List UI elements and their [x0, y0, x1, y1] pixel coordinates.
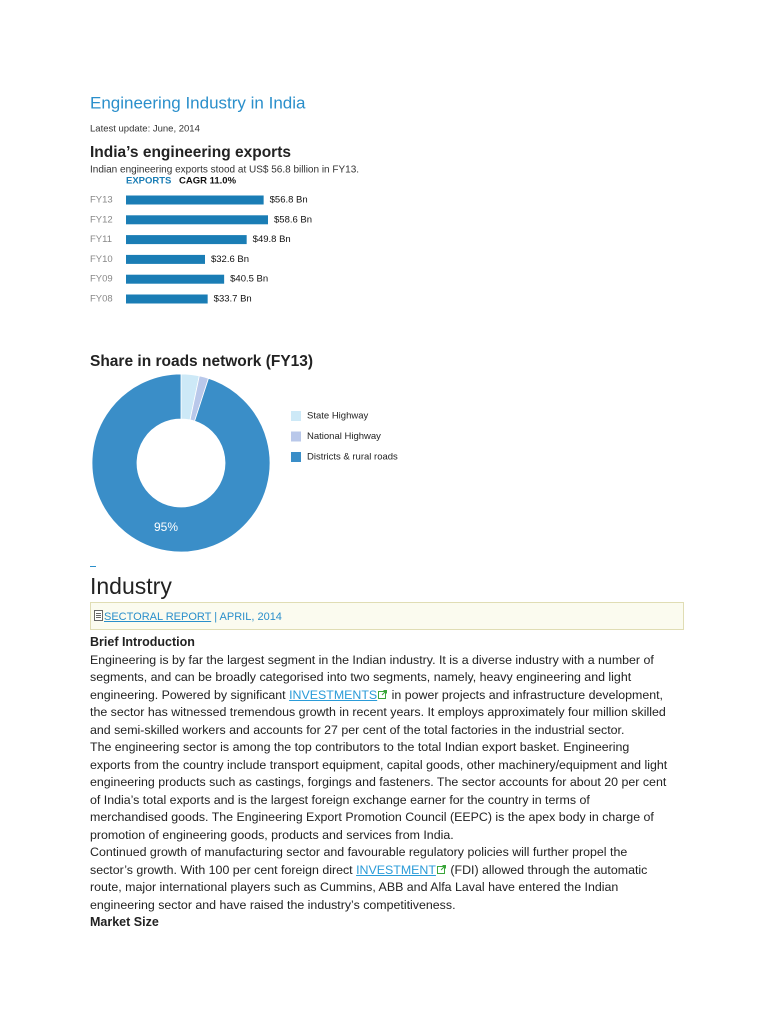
- external-icon: [436, 864, 446, 874]
- donut-slice: [91, 373, 271, 553]
- category-label: FY12: [90, 214, 113, 225]
- text-run: Continued growth of manufacturing sector…: [90, 845, 628, 877]
- annotation: CAGR 11.0%: [179, 176, 237, 187]
- value-label: $58.6 Bn: [274, 214, 312, 225]
- bar: [126, 195, 264, 205]
- section-heading: Industry: [90, 573, 172, 599]
- external-icon: [378, 689, 388, 699]
- legend-label: National Highway: [307, 431, 381, 442]
- value-label: $49.8 Bn: [253, 234, 291, 245]
- text-run: Engineering is by far the largest segmen…: [90, 652, 654, 702]
- value-label: $56.8 Bn: [270, 195, 308, 206]
- paragraph: Continued growth of manufacturing sector…: [90, 844, 668, 914]
- value-label: $32.6 Bn: [211, 254, 249, 265]
- bar: [126, 254, 205, 264]
- inline-link[interactable]: INVESTMENTS: [289, 687, 378, 702]
- subheading: Brief Introduction: [90, 635, 195, 649]
- category-label: FY11: [90, 234, 112, 245]
- paragraph: The engineering sector is among the top …: [90, 739, 668, 844]
- paragraph: Engineering is by far the largest segmen…: [90, 652, 668, 740]
- legend-label: EXPORTS: [126, 176, 171, 187]
- page-title: Engineering Industry in India: [90, 93, 306, 112]
- bar: [126, 294, 208, 304]
- chart-title: India’s engineering exports: [90, 144, 291, 161]
- chart-subtitle: Indian engineering exports stood at US$ …: [90, 165, 359, 176]
- paragraphs: Engineering is by far the largest segmen…: [90, 652, 690, 915]
- chart-title: Share in roads network (FY13): [90, 353, 313, 370]
- value-label: 95%: [154, 520, 178, 534]
- inline-link[interactable]: INVESTMENT: [356, 862, 436, 877]
- subheading: Market Size: [90, 915, 159, 929]
- report-date: | APRIL, 2014: [211, 611, 282, 623]
- legend-swatch: [291, 452, 301, 462]
- report-box: SECTORAL REPORT | APRIL, 2014: [90, 602, 684, 630]
- text-run: in power projects and infrastructure dev…: [90, 687, 666, 737]
- legend-label: State Highway: [307, 411, 369, 422]
- anchor-mark: [90, 566, 96, 567]
- category-label: FY08: [90, 294, 113, 305]
- text-run: (FDI) allowed through the automatic rout…: [90, 862, 648, 912]
- bar: [126, 235, 247, 245]
- category-label: FY10: [90, 254, 113, 265]
- category-label: FY13: [90, 195, 113, 206]
- doc-icon: [94, 610, 103, 621]
- text-run: The engineering sector is among the top …: [90, 740, 668, 842]
- value-label: $40.5 Bn: [230, 274, 268, 285]
- bar: [126, 215, 268, 225]
- update-date: Latest update: June, 2014: [90, 124, 200, 135]
- bar: [126, 274, 225, 284]
- legend-swatch: [291, 411, 301, 421]
- value-label: $33.7 Bn: [214, 294, 252, 305]
- legend-swatch: [291, 431, 301, 442]
- charts: Engineering Industry in India Latest upd…: [90, 93, 398, 553]
- report-link[interactable]: SECTORAL REPORT: [104, 611, 212, 623]
- category-label: FY09: [90, 274, 113, 285]
- legend-label: Districts & rural roads: [307, 452, 398, 463]
- article: Industry SECTORAL REPORT | APRIL, 2014 B…: [90, 566, 690, 932]
